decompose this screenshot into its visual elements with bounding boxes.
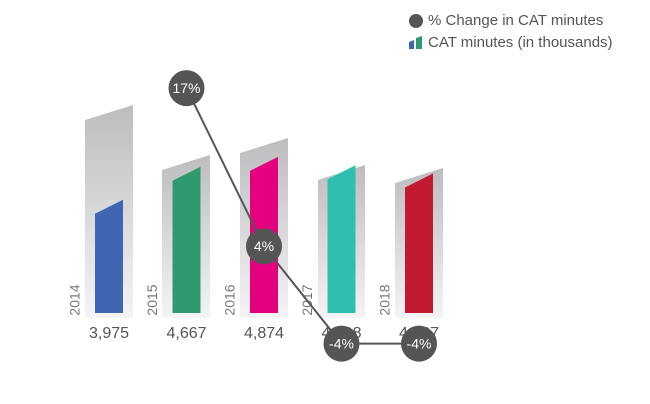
legend-label: CAT minutes (in thousands) xyxy=(428,34,613,51)
legend-marker xyxy=(409,40,414,49)
legend-marker xyxy=(416,36,422,49)
bar xyxy=(327,165,356,313)
value-label: 3,975 xyxy=(89,325,129,342)
x-tick-label: 2014 xyxy=(67,284,83,315)
bar xyxy=(95,199,123,313)
line-point xyxy=(401,325,437,362)
line-point xyxy=(323,325,360,362)
value-label: 17% xyxy=(172,80,200,96)
x-tick-label: 2018 xyxy=(377,284,393,315)
value-label: 4,667 xyxy=(166,325,206,342)
bar xyxy=(405,173,433,313)
value-label: 4,874 xyxy=(244,325,284,342)
legend-label: % Change in CAT minutes xyxy=(428,12,603,29)
value-label: 4% xyxy=(254,238,274,254)
legend: % Change in CAT minutes CAT minutes (in … xyxy=(409,12,613,51)
x-tick-label: 2015 xyxy=(144,284,160,315)
x-tick-label: 2016 xyxy=(222,284,238,315)
line xyxy=(185,87,419,345)
value-label: -4% xyxy=(329,335,354,351)
line-point xyxy=(246,228,282,265)
legend-marker xyxy=(409,14,423,28)
bar xyxy=(172,166,201,313)
value-label: -4% xyxy=(407,335,432,351)
line-point xyxy=(168,70,205,107)
